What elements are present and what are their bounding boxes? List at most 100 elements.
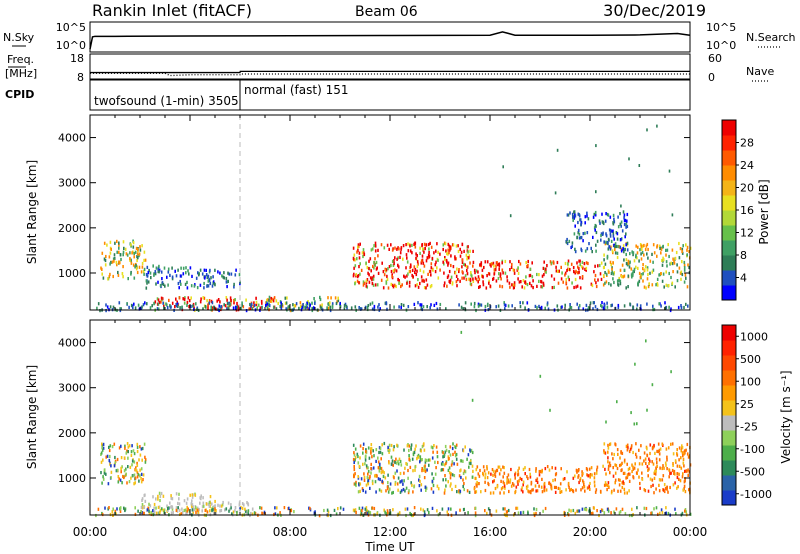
scatter-cell [596,465,599,469]
scatter-cell [279,304,282,309]
scatter-cell [373,260,375,265]
scatter-cell [526,475,528,479]
scatter-cell [632,465,634,469]
scatter-cell [205,273,208,277]
scatter-cell [572,266,575,270]
scatter-cell [141,511,143,515]
scatter-cell [439,302,442,307]
scatter-cell [357,454,359,459]
scatter-cell [649,259,652,263]
colorbar-swatch [722,445,736,461]
scatter-cell [299,304,302,308]
scatter-cell [524,280,527,284]
scatter-cell [158,264,160,268]
scatter-cell [638,259,640,263]
scatter-cell [359,262,361,266]
scatter-cell [593,484,596,488]
scatter-cell [170,494,172,498]
scatter-cell [273,305,275,309]
nave-right-label: Nave [746,65,774,78]
scatter-cell [227,271,229,275]
scatter-cell [260,299,263,304]
scatter-cell [370,443,373,447]
scatter-cell [117,480,120,484]
scatter-cell [132,449,135,453]
scatter-cell [390,455,393,459]
scatter-cell [121,481,123,485]
scatter-cell [490,264,492,268]
scatter-cell [177,506,179,510]
scatter-cell [424,460,427,464]
scatter-cell [423,279,425,283]
scatter-cell [532,488,534,492]
scatter-cell [183,499,186,503]
scatter-cell [452,452,454,456]
scatter-cell [413,302,416,306]
scatter-cell [393,283,396,287]
scatter-cell [618,278,620,283]
scatter-cell [506,481,508,485]
scatter-cell [377,466,380,470]
scatter-cell [549,260,552,264]
scatter-cell [511,283,513,287]
scatter-cell [517,511,520,515]
scatter-cell [505,510,508,514]
scatter-cell [401,283,403,287]
scatter-cell [362,462,364,466]
scatter-cell [606,256,609,260]
scatter-cell [131,444,133,448]
scatter-cell [683,260,686,265]
scatter-cell [221,274,223,278]
scatter-cell [152,495,154,499]
scatter-cell [363,478,366,482]
scatter-cell [394,480,397,485]
scatter-cell [118,241,120,245]
scatter-cell [358,256,361,260]
scatter-cell [647,272,649,277]
scatter-cell [357,461,360,465]
scatter-cell [205,268,207,272]
scatter-cell [402,482,404,486]
scatter-cell [578,304,581,308]
scatter-cell [614,478,617,482]
scatter-cell [626,263,629,267]
scatter-cell [374,249,377,253]
scatter-cell [157,269,160,274]
scatter-cell [400,303,403,307]
scatter-cell [123,475,125,480]
scatter-cell [560,490,563,494]
scatter-cell [135,267,138,271]
scatter-cell [687,473,689,477]
scatter-cell [206,275,209,279]
scatter-cell [360,477,363,481]
scatter-cell [503,466,505,470]
scatter-cell [101,272,103,276]
scatter-cell [496,261,498,265]
scatter-cell [495,264,497,268]
scatter-cell [668,475,670,479]
scatter-cell [541,285,544,289]
scatter-cell [594,490,597,494]
scatter-cell [494,470,497,474]
scatter-cell [104,263,107,267]
scatter-cell [327,302,329,306]
scatter-cell [358,281,360,285]
scatter-cell [464,274,467,278]
scatter-cell [356,279,359,283]
scatter-cell [621,229,624,233]
scatter-cell [543,260,545,264]
scatter-cell [576,302,578,306]
scatter-cell [391,283,394,287]
colorbar-swatch [722,195,736,211]
scatter-cell [462,484,464,489]
scatter-cell [436,455,439,459]
colorbar-swatch [722,415,736,431]
scatter-cell [357,245,359,249]
scatter-cell [640,307,642,311]
scatter-cell [413,265,416,269]
scatter-cell [568,239,571,243]
scatter-cell [103,257,106,261]
scatter-cell [398,247,400,251]
scatter-cell [660,304,662,308]
scatter-cell [655,283,657,287]
